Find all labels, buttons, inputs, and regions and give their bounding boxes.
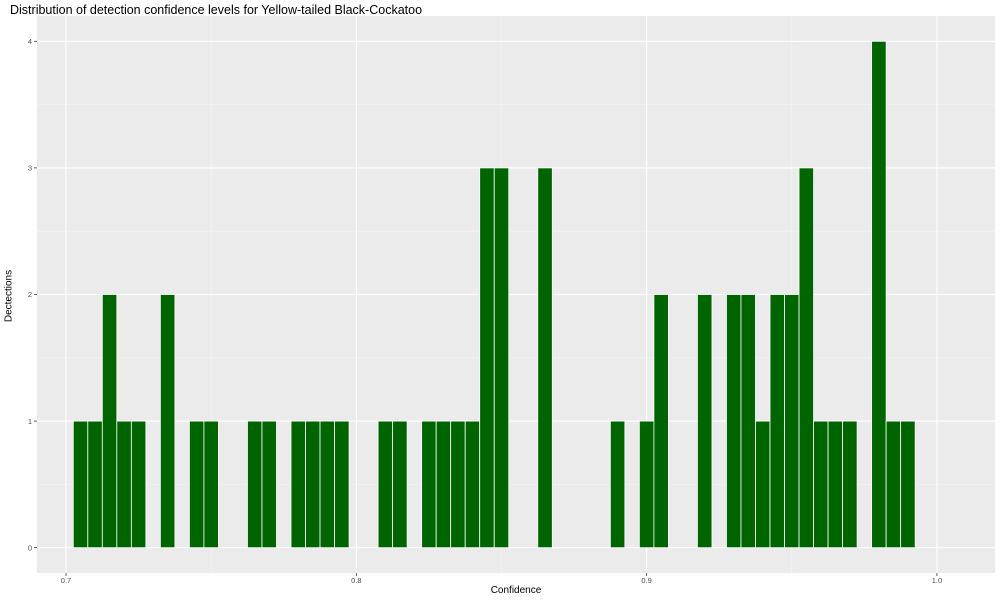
x-tick-label: 0.9	[641, 576, 651, 585]
y-tick-label: 2	[28, 290, 32, 299]
histogram-bar	[726, 294, 742, 549]
x-axis-ticks: 0.7 0.8 0.9 1.0	[61, 573, 942, 585]
x-tick-label: 0.8	[351, 576, 361, 585]
histogram-bar	[885, 420, 902, 549]
histogram-bar	[72, 420, 89, 549]
x-tick-label: 0.7	[61, 576, 71, 585]
histogram-bar	[334, 420, 350, 549]
histogram-bar	[871, 40, 887, 549]
y-tick-label: 4	[28, 37, 32, 46]
histogram-bar	[900, 420, 916, 549]
x-axis-label: Confidence	[490, 585, 542, 596]
histogram-bar	[87, 420, 103, 549]
grid-lines	[37, 16, 995, 573]
y-tick-label: 1	[28, 417, 32, 426]
histogram-bar	[319, 420, 335, 549]
histogram-bar	[159, 294, 176, 549]
histogram-bar	[755, 420, 771, 549]
histogram-bar	[479, 167, 495, 549]
histogram-bar	[450, 420, 466, 549]
histogram-bar	[697, 294, 713, 549]
histogram-bar	[769, 294, 785, 549]
histogram-bar	[116, 420, 132, 549]
x-tick-label: 1.0	[932, 576, 942, 585]
histogram-bar	[813, 420, 829, 549]
bars	[72, 40, 916, 549]
histogram-bar	[189, 420, 205, 549]
histogram-bar	[305, 420, 321, 549]
chart-title: Distribution of detection confidence lev…	[10, 3, 423, 17]
histogram-bar	[493, 167, 510, 549]
histogram-bar	[609, 420, 626, 549]
histogram-bar	[261, 420, 277, 549]
histogram-bar	[421, 420, 437, 549]
y-axis-ticks: 0 1 2 3 4	[28, 37, 37, 552]
histogram-bar	[798, 167, 814, 549]
histogram-bar	[827, 420, 843, 549]
y-tick-label: 0	[28, 543, 32, 552]
histogram-bar	[464, 420, 481, 549]
histogram-bar	[101, 294, 118, 549]
histogram-bar	[638, 420, 655, 549]
histogram-bar	[130, 420, 147, 549]
histogram-bar	[377, 420, 394, 549]
histogram-bar	[290, 420, 306, 549]
histogram-bar	[653, 294, 669, 549]
histogram-bar	[435, 420, 452, 549]
histogram-bar	[203, 420, 219, 549]
histogram-bar	[784, 294, 800, 549]
histogram-bar	[740, 294, 756, 549]
histogram-bar	[842, 420, 858, 549]
histogram-bar	[537, 167, 553, 549]
y-tick-label: 3	[28, 164, 32, 173]
histogram-bar	[247, 420, 263, 549]
histogram-bar	[392, 420, 408, 549]
